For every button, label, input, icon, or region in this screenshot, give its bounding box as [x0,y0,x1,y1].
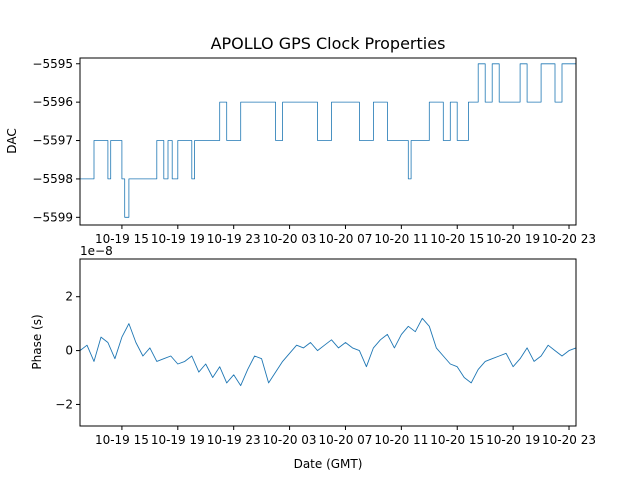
x-tick-label: 10-19 19 [151,433,205,447]
y-tick-label: −5598 [32,172,73,186]
x-tick-label: 10-19 23 [207,232,261,246]
phase-series-group [79,317,577,387]
dac-series-group [80,63,577,218]
x-tick-label: 10-20 19 [486,433,540,447]
y-tick-label: 0 [65,344,73,358]
chart-title: APOLLO GPS Clock Properties [211,34,446,53]
phase-offset-label: 1e−8 [80,244,113,258]
x-tick-label: 10-20 15 [430,433,484,447]
x-tick-label: 10-19 23 [207,433,261,447]
dac-y-axis-label: DAC [5,128,19,153]
phase-x-ticks: 10-19 15 10-19 19 10-19 23 10-20 03 10-20 07… [95,426,596,447]
x-tick-label: 10-19 19 [151,232,205,246]
phase-y-axis-label: Phase (s) [30,314,44,369]
x-tick-label: 10-20 23 [542,433,596,447]
y-tick-label: −5597 [32,134,73,148]
x-tick-label: 10-20 03 [263,433,317,447]
x-tick-label: 10-20 23 [542,232,596,246]
x-tick-label: 10-20 19 [486,232,540,246]
y-tick-label: 2 [65,290,73,304]
x-tick-label: 10-20 07 [318,433,372,447]
x-tick-label: 10-20 07 [318,232,372,246]
y-tick-label: −5599 [32,210,73,224]
chart-phase: 1e−8 −202 10-19 15 10-19 19 10-19 23 10-20 … [30,244,596,471]
x-tick-label: 10-20 03 [263,232,317,246]
y-tick-label: −5596 [32,95,73,109]
dac-axes-frame [79,57,577,226]
phase-axes-frame [79,258,577,427]
phase-y-ticks: −2 0 2 [55,290,80,411]
y-tick-label: −5595 [32,57,73,71]
y-tick-label: −2 [55,397,73,411]
series-line-0 [79,317,577,387]
series-line-0 [80,63,577,218]
dac-x-ticks: 10-19 15 10-19 19 10-19 23 10-20 03 10-20 07… [95,225,596,246]
x-tick-label: 10-19 15 [95,232,149,246]
x-tick-label: 10-20 11 [374,433,428,447]
phase-x-axis-label: Date (GMT) [294,457,363,471]
x-tick-label: 10-20 11 [374,232,428,246]
x-tick-label: 10-20 15 [430,232,484,246]
dac-y-ticks: −5599 −5598 −5597 −5596 −5595 [32,57,80,224]
chart-dac: APOLLO GPS Clock Properties −5599−5598−5… [5,34,596,246]
x-tick-label: 10-19 15 [95,433,149,447]
